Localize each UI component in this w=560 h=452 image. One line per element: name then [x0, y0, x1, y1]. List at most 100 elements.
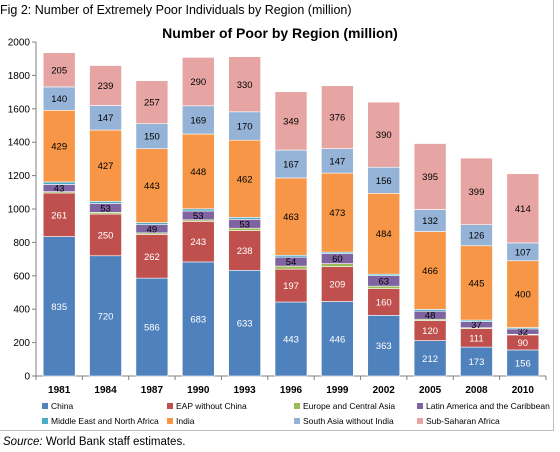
data-label: 443 — [144, 181, 160, 192]
legend-label: Sub-Saharan Africa — [426, 416, 500, 426]
data-label: 54 — [286, 257, 297, 268]
y-tick-label: 1400 — [8, 138, 31, 149]
bar-segment — [42, 52, 76, 88]
data-label: 53 — [193, 211, 204, 222]
bar-segment — [413, 231, 447, 310]
data-label: 330 — [237, 80, 253, 91]
data-label: 156 — [515, 358, 531, 369]
data-label: 466 — [422, 266, 438, 277]
bar-segment — [89, 129, 122, 202]
data-label: 147 — [98, 113, 114, 124]
data-label: 262 — [144, 252, 160, 263]
y-tick-label: 1800 — [8, 71, 31, 82]
data-label: 63 — [378, 276, 389, 287]
data-label: 156 — [376, 176, 392, 187]
legend-swatch — [167, 418, 173, 424]
bar-segment — [321, 148, 354, 174]
y-tick-label: 0 — [24, 372, 30, 383]
data-label: 120 — [422, 326, 438, 337]
bar-segment — [135, 80, 169, 124]
y-tick-label: 1600 — [8, 104, 31, 115]
bar-segment — [228, 56, 261, 113]
data-label: 107 — [515, 247, 531, 258]
data-label: 239 — [98, 81, 114, 92]
legend-label: China — [51, 401, 73, 411]
data-label: 53 — [100, 203, 111, 214]
bar-segment — [274, 91, 308, 151]
x-tick-label: 2008 — [465, 385, 488, 396]
data-label: 445 — [469, 278, 485, 289]
data-label: 160 — [376, 298, 392, 309]
data-label: 363 — [376, 341, 392, 352]
data-label: 633 — [237, 319, 253, 330]
legend-label: EAP without China — [176, 401, 247, 411]
data-label: 399 — [469, 187, 485, 198]
bar-segment — [135, 222, 169, 225]
legend-label: Middle East and North Africa — [51, 416, 159, 426]
bar-segment — [413, 143, 447, 210]
bar-segment — [89, 255, 122, 377]
x-tick-label: 2010 — [512, 385, 535, 396]
source-text: World Bank staff estimates. — [45, 436, 186, 448]
legend-label: Europe and Central Asia — [303, 401, 395, 411]
y-tick-label: 1200 — [8, 171, 31, 182]
bar-segment — [460, 157, 493, 225]
data-label: 126 — [469, 231, 485, 242]
data-label: 250 — [98, 230, 114, 241]
bar-segment — [181, 57, 215, 107]
data-label: 243 — [190, 237, 206, 248]
x-tick-label: 1990 — [187, 385, 210, 396]
bar-segment — [367, 166, 401, 194]
data-label: 395 — [422, 172, 438, 183]
data-label: 446 — [329, 334, 345, 345]
source-label: Source: — [3, 436, 43, 448]
chart-title: Number of Poor by Region (million) — [162, 25, 398, 41]
data-label: 484 — [376, 229, 392, 240]
y-tick-label: 2000 — [8, 38, 31, 49]
data-label: 197 — [283, 281, 299, 292]
bar-segment — [135, 123, 169, 150]
x-tick-label: 2002 — [373, 385, 396, 396]
bar-segment — [42, 236, 76, 377]
data-label: 167 — [283, 159, 299, 170]
data-label: 427 — [98, 161, 114, 172]
bar-segment — [135, 234, 169, 279]
bar-segment — [89, 201, 122, 204]
bar-segment — [460, 346, 493, 377]
chart-frame — [0, 0, 554, 431]
bar-segment — [367, 101, 401, 168]
bar-segment — [321, 172, 354, 253]
data-label: 414 — [515, 204, 531, 215]
y-tick-label: 1000 — [8, 205, 31, 216]
data-label: 238 — [237, 246, 253, 257]
bar-segment — [460, 245, 493, 321]
x-tick-label: 1993 — [234, 385, 257, 396]
bar-segment — [228, 217, 261, 220]
x-tick-label: 1984 — [94, 385, 117, 396]
data-label: 49 — [147, 224, 158, 235]
data-label: 683 — [190, 314, 206, 325]
bar-segment — [321, 85, 354, 149]
data-label: 443 — [283, 335, 299, 346]
x-tick-label: 1996 — [280, 385, 303, 396]
bar-segment — [274, 177, 308, 256]
data-label: 60 — [332, 254, 343, 265]
bar-segment — [181, 133, 215, 210]
bar-segment — [506, 349, 540, 377]
data-label: 586 — [144, 323, 160, 334]
legend-label: Latin America and the Caribbean — [426, 401, 550, 411]
bar-segment — [367, 315, 401, 377]
legend-swatch — [417, 418, 423, 424]
data-label: 376 — [329, 113, 345, 124]
data-label: 261 — [51, 210, 67, 221]
bar-segment — [181, 105, 215, 135]
data-label: 720 — [98, 311, 114, 322]
bar-segment — [228, 230, 261, 271]
bar-segment — [367, 193, 401, 275]
bar-segment — [506, 260, 540, 328]
bar-segment — [135, 277, 169, 377]
data-label: 390 — [376, 130, 392, 141]
bar-segment — [413, 340, 447, 377]
bar-segment — [181, 208, 215, 212]
